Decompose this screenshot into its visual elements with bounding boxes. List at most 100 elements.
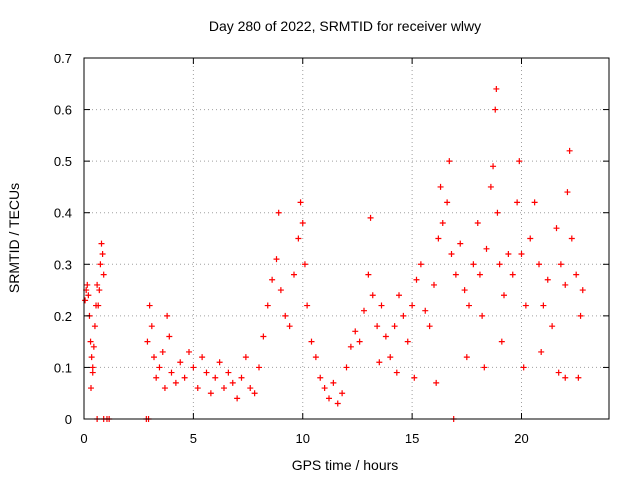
data-point [82,297,89,304]
data-point [326,395,332,402]
data-point [527,235,534,242]
data-point [492,106,499,113]
data-point [365,271,372,278]
data-point [91,323,98,330]
data-point [225,369,232,376]
data-point [85,292,92,299]
data-point [562,374,569,381]
data-point [509,271,516,278]
data-point [452,271,459,278]
data-point [498,338,505,345]
data-point [437,183,444,190]
ticks [83,57,609,420]
data-point [99,250,106,257]
y-tick-label: 0.1 [54,360,72,375]
data-point [151,354,157,361]
data-point [516,158,523,165]
data-point [194,385,201,392]
data-point [518,250,525,257]
data-point [299,220,306,227]
data-point [94,281,101,288]
data-point [186,348,192,355]
data-point [474,220,481,227]
data-point [229,379,236,386]
data-point [153,374,160,381]
data-point [275,209,282,216]
data-point [575,374,582,381]
data-point [301,261,308,268]
x-tick-label: 10 [296,431,310,446]
y-tick-label: 0.2 [54,309,72,324]
data-point [479,312,486,319]
data-point [566,147,573,154]
data-point [522,302,529,309]
data-point [181,374,188,381]
data-point [88,385,94,392]
data-point [84,281,91,288]
data-point [378,302,385,309]
data-point [269,276,276,283]
data-point [439,220,446,227]
data-point [411,374,418,381]
data-point [493,85,500,92]
data-point [577,312,584,319]
data-point [234,395,241,402]
data-point [553,225,560,232]
data-point [435,235,442,242]
data-point [156,364,163,371]
data-point [444,199,451,206]
data-point [531,199,538,206]
data-point [433,379,440,386]
data-point [95,302,102,309]
data-point [562,281,569,288]
data-point [216,359,223,366]
data-point [496,261,503,268]
data-point [144,338,151,345]
data-point [470,261,477,268]
data-point [409,302,416,309]
data-point [343,364,350,371]
data-point [256,364,262,371]
data-point [339,390,346,397]
data-point [330,379,337,386]
data-point [297,199,304,206]
data-point [538,348,545,355]
data-point [564,189,571,196]
data-point [413,276,420,283]
data-point [166,333,173,340]
data-point [520,364,527,371]
data-point [544,276,551,283]
data-point [317,374,324,381]
tick-labels: 0 5 10 15 20 0 0.1 0.2 0.3 0.4 0.5 0.6 0.7 [54,51,529,446]
data-point [96,287,103,294]
data-point [321,385,328,392]
data-point [282,312,289,319]
data-point [238,374,245,381]
data-point [159,348,166,355]
y-tick-label: 0.4 [54,206,72,221]
data-point [361,307,367,314]
data-point [417,261,424,268]
data-point [221,385,227,392]
data-point [334,400,341,407]
data-point [148,323,155,330]
data-point [89,369,96,376]
data-point [352,328,359,335]
data-point [481,364,488,371]
data-point [494,209,501,216]
data-point [374,323,381,330]
data-point [391,323,398,330]
data-point [505,250,512,257]
data-point [367,214,374,221]
data-point [466,302,472,309]
data-point [514,199,521,206]
data-point [536,261,542,268]
data-point [396,292,402,299]
data-point [172,379,179,386]
data-point [568,235,575,242]
data-point [295,235,302,242]
data-point [369,292,376,299]
y-tick-label: 0.5 [54,154,72,169]
data-point [277,287,284,294]
